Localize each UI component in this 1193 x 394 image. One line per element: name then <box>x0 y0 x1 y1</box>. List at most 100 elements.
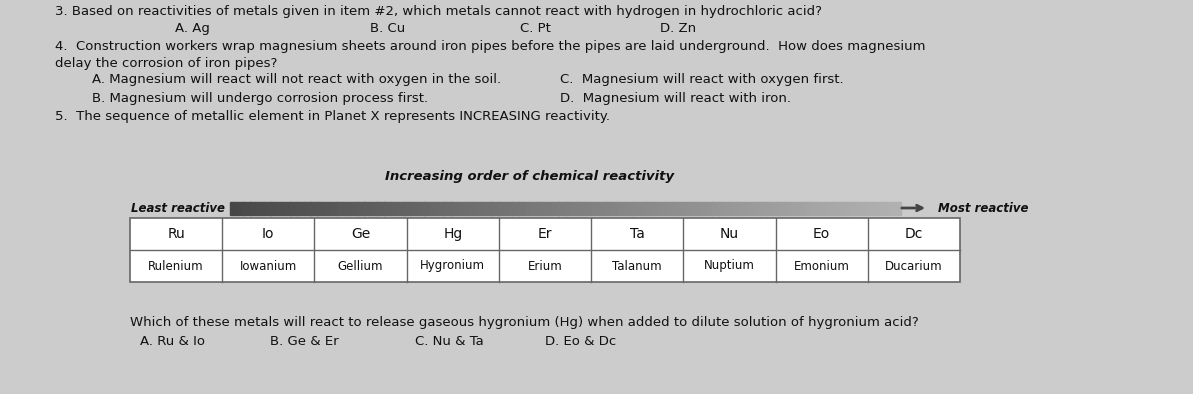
Bar <box>558 201 565 214</box>
Bar <box>338 201 345 214</box>
Bar <box>251 201 258 214</box>
Bar <box>431 201 438 214</box>
Text: Rulenium: Rulenium <box>148 260 204 273</box>
Bar <box>812 201 820 214</box>
Bar <box>766 201 773 214</box>
Text: Which of these metals will react to release gaseous hygronium (Hg) when added to: Which of these metals will react to rele… <box>130 316 919 329</box>
Text: Hg: Hg <box>443 227 463 241</box>
Bar <box>270 201 278 214</box>
Text: Ducarium: Ducarium <box>885 260 942 273</box>
Bar <box>297 201 304 214</box>
Bar <box>753 201 760 214</box>
Bar <box>384 201 391 214</box>
Text: D. Zn: D. Zn <box>660 22 697 35</box>
Text: Ru: Ru <box>167 227 185 241</box>
Text: Ge: Ge <box>351 227 370 241</box>
Text: Eo: Eo <box>814 227 830 241</box>
Text: Most reactive: Most reactive <box>938 201 1028 214</box>
Bar <box>518 201 525 214</box>
Bar <box>672 201 679 214</box>
Bar <box>545 201 552 214</box>
Bar <box>840 201 847 214</box>
Bar <box>410 201 418 214</box>
Bar <box>746 201 753 214</box>
Bar <box>619 201 626 214</box>
Bar <box>425 201 432 214</box>
Text: C. Pt: C. Pt <box>520 22 551 35</box>
Text: Hygronium: Hygronium <box>420 260 486 273</box>
Bar <box>284 201 291 214</box>
Text: Emonium: Emonium <box>793 260 849 273</box>
Bar <box>592 201 599 214</box>
Text: A. Ru & Io: A. Ru & Io <box>140 335 205 348</box>
Bar <box>551 201 558 214</box>
Bar <box>645 201 653 214</box>
Bar <box>625 201 632 214</box>
Bar <box>733 201 740 214</box>
Bar <box>364 201 371 214</box>
Bar <box>230 201 237 214</box>
Bar <box>632 201 639 214</box>
Text: A. Magnesium will react will not react with oxygen in the soil.: A. Magnesium will react will not react w… <box>75 73 501 86</box>
Text: B. Ge & Er: B. Ge & Er <box>270 335 339 348</box>
Bar <box>773 201 780 214</box>
Bar <box>779 201 786 214</box>
Bar <box>740 201 747 214</box>
Bar <box>492 201 499 214</box>
Text: D. Eo & Dc: D. Eo & Dc <box>545 335 617 348</box>
Text: Talanum: Talanum <box>612 260 662 273</box>
Bar <box>451 201 458 214</box>
Bar <box>438 201 445 214</box>
Bar <box>357 201 365 214</box>
Bar <box>880 201 888 214</box>
Text: Ta: Ta <box>630 227 644 241</box>
Bar <box>894 201 901 214</box>
Bar <box>806 201 814 214</box>
Bar <box>471 201 478 214</box>
Bar <box>304 201 311 214</box>
Bar <box>484 201 492 214</box>
Text: Er: Er <box>538 227 552 241</box>
Bar <box>391 201 398 214</box>
Bar <box>505 201 512 214</box>
Bar <box>323 201 330 214</box>
Text: 5.  The sequence of metallic element in Planet X represents INCREASING reactivit: 5. The sequence of metallic element in P… <box>55 110 610 123</box>
Text: C.  Magnesium will react with oxygen first.: C. Magnesium will react with oxygen firs… <box>560 73 843 86</box>
Bar <box>351 201 358 214</box>
Text: Nu: Nu <box>719 227 738 241</box>
Bar <box>277 201 284 214</box>
Bar <box>866 201 873 214</box>
Bar <box>886 201 894 214</box>
Bar <box>860 201 867 214</box>
Bar <box>612 201 619 214</box>
Bar <box>699 201 706 214</box>
Bar <box>873 201 880 214</box>
Bar <box>310 201 317 214</box>
Bar <box>585 201 592 214</box>
Text: D.  Magnesium will react with iron.: D. Magnesium will react with iron. <box>560 92 791 105</box>
Bar <box>799 201 806 214</box>
Bar <box>256 201 264 214</box>
Bar <box>404 201 412 214</box>
Bar <box>605 201 612 214</box>
Text: B. Cu: B. Cu <box>370 22 406 35</box>
Bar <box>679 201 686 214</box>
Bar <box>820 201 827 214</box>
Bar <box>464 201 471 214</box>
Bar <box>565 201 573 214</box>
Bar <box>579 201 586 214</box>
Bar <box>344 201 351 214</box>
Bar <box>397 201 404 214</box>
Bar <box>833 201 840 214</box>
Text: Io: Io <box>262 227 274 241</box>
Text: Dc: Dc <box>904 227 923 241</box>
Text: B. Magnesium will undergo corrosion process first.: B. Magnesium will undergo corrosion proc… <box>75 92 428 105</box>
Text: Increasing order of chemical reactivity: Increasing order of chemical reactivity <box>385 170 674 183</box>
Bar <box>719 201 727 214</box>
Bar <box>638 201 645 214</box>
Bar <box>666 201 673 214</box>
Text: Least reactive: Least reactive <box>131 201 225 214</box>
Text: Erium: Erium <box>527 260 562 273</box>
Bar <box>236 201 243 214</box>
Bar <box>538 201 545 214</box>
